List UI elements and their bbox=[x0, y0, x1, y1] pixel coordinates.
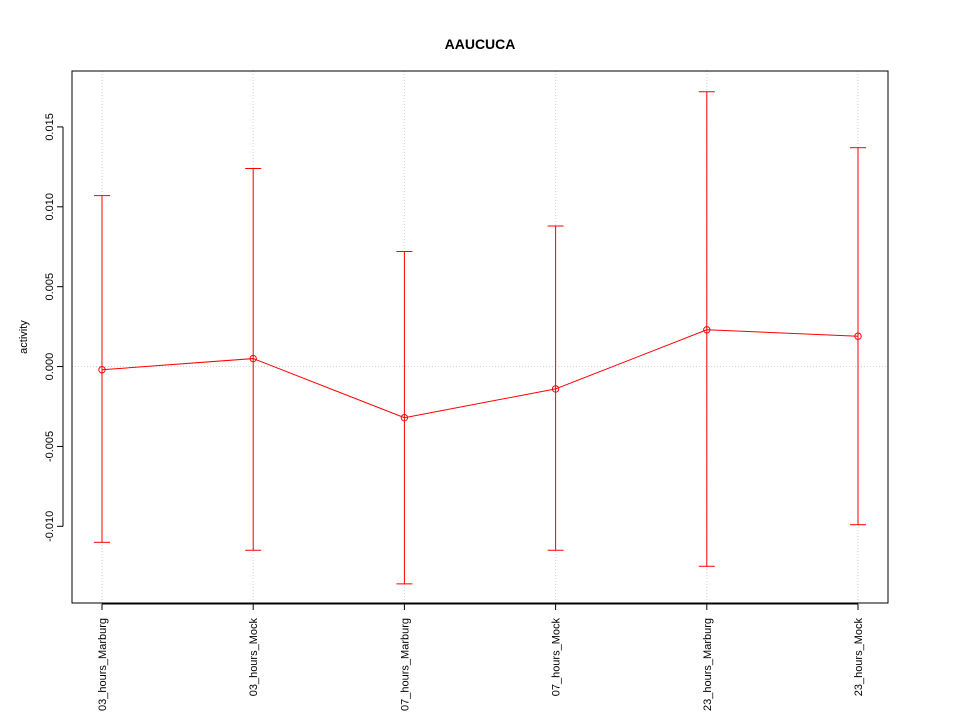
y-tick-label: 0.000 bbox=[44, 353, 56, 381]
data-point bbox=[854, 332, 862, 340]
y-axis-label: activity bbox=[18, 320, 30, 354]
x-tick-label: 03_hours_Mock bbox=[248, 618, 260, 697]
chart-title: AAUCUCA bbox=[445, 36, 516, 52]
data-point bbox=[703, 326, 711, 334]
data-point bbox=[551, 385, 560, 393]
series-line bbox=[101, 329, 859, 419]
y-tick-label: 0.010 bbox=[44, 193, 56, 221]
plot-frame bbox=[71, 70, 889, 604]
data-point bbox=[249, 354, 257, 363]
y-tick-label: 0.005 bbox=[44, 273, 56, 301]
x-tick-label: 23_hours_Marburg bbox=[702, 618, 714, 711]
y-tick-label: -0.010 bbox=[44, 511, 56, 542]
grid-layer bbox=[72, 71, 888, 603]
data-point bbox=[98, 366, 106, 374]
x-tick-label: 03_hours_Marburg bbox=[97, 618, 109, 711]
y-tick-label: 0.015 bbox=[44, 113, 56, 141]
marks-layer bbox=[94, 91, 866, 585]
x-tick-label: 07_hours_Marburg bbox=[399, 618, 411, 711]
x-tick-label: 23_hours_Mock bbox=[853, 618, 865, 697]
axes-layer: -0.010 -0.005 0.000 0.005 0.010 0.015 03_hours… bbox=[44, 113, 865, 711]
y-tick-label: -0.005 bbox=[44, 431, 56, 462]
x-tick-label: 07_hours_Mock bbox=[551, 618, 563, 697]
data-point bbox=[400, 413, 409, 422]
